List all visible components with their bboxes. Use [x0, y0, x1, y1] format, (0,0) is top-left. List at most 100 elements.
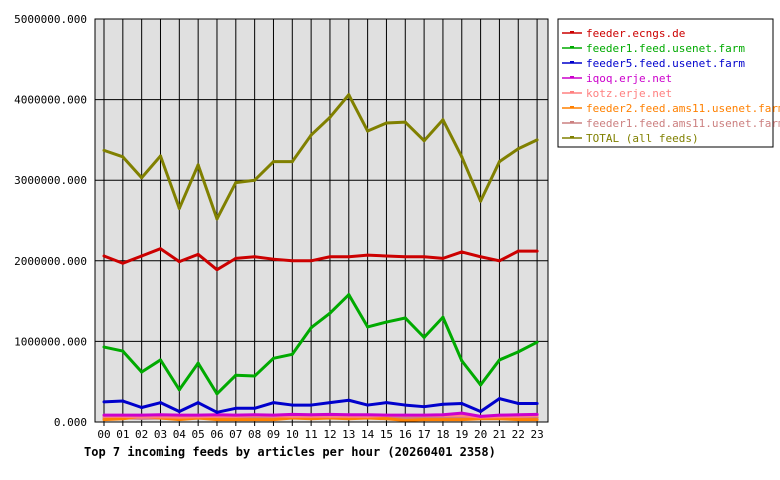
data-point — [196, 401, 200, 405]
data-point — [215, 410, 219, 414]
data-point — [290, 160, 294, 164]
data-point — [479, 383, 483, 387]
data-point — [535, 340, 539, 344]
data-point — [290, 403, 294, 407]
data-point — [497, 160, 501, 164]
data-point — [177, 260, 181, 264]
x-tick-label: 04 — [173, 428, 187, 441]
y-tick-label: 0.000 — [54, 416, 87, 429]
data-point — [309, 403, 313, 407]
data-point — [479, 414, 483, 418]
data-point — [384, 417, 388, 421]
x-tick-label: 18 — [436, 428, 449, 441]
data-point — [403, 403, 407, 407]
data-point — [422, 335, 426, 339]
data-point — [121, 417, 125, 421]
data-point — [253, 413, 257, 417]
data-point — [215, 418, 219, 422]
data-point — [366, 129, 370, 133]
data-point — [290, 352, 294, 356]
data-point — [271, 160, 275, 164]
data-point — [102, 148, 106, 152]
x-tick-label: 09 — [267, 428, 280, 441]
data-point — [196, 163, 200, 167]
data-point — [347, 417, 351, 421]
data-point — [535, 412, 539, 416]
legend-marker — [570, 31, 574, 33]
data-point — [271, 413, 275, 417]
data-point — [460, 414, 464, 418]
data-point — [535, 401, 539, 405]
data-point — [347, 413, 351, 417]
data-point — [121, 155, 125, 159]
data-point — [140, 413, 144, 417]
data-point — [516, 350, 520, 354]
data-point — [158, 247, 162, 251]
data-point — [328, 412, 332, 416]
legend-marker — [570, 121, 574, 123]
data-point — [516, 249, 520, 253]
data-point — [234, 413, 238, 417]
x-tick-label: 08 — [248, 428, 261, 441]
x-tick-label: 21 — [493, 428, 506, 441]
data-point — [535, 418, 539, 422]
data-point — [328, 311, 332, 315]
data-point — [177, 410, 181, 414]
data-point — [158, 413, 162, 417]
x-tick-label: 05 — [192, 428, 205, 441]
data-point — [140, 176, 144, 180]
data-point — [497, 358, 501, 362]
x-tick-label: 17 — [417, 428, 430, 441]
data-point — [309, 133, 313, 137]
series-lines — [102, 93, 539, 422]
data-point — [460, 359, 464, 363]
legend-item: TOTAL (all feeds) — [562, 132, 699, 145]
data-point — [366, 403, 370, 407]
x-tick-label: 10 — [286, 428, 299, 441]
data-point — [271, 401, 275, 405]
data-point — [102, 400, 106, 404]
y-tick-label: 4000000.000 — [14, 94, 87, 107]
data-point — [177, 388, 181, 392]
plot-border — [94, 18, 549, 423]
data-point — [328, 401, 332, 405]
data-point — [441, 418, 445, 422]
data-point — [422, 405, 426, 409]
data-point — [234, 418, 238, 422]
data-point — [422, 255, 426, 259]
legend-marker — [570, 46, 574, 48]
legend-item: feeder1.feed.ams11.usenet.farm — [562, 117, 780, 130]
x-tick-label: 15 — [380, 428, 393, 441]
data-point — [121, 349, 125, 353]
data-point — [215, 413, 219, 417]
legend-label: feeder1.feed.ams11.usenet.farm — [586, 117, 780, 130]
data-point — [460, 411, 464, 415]
data-point — [441, 413, 445, 417]
data-point — [441, 118, 445, 122]
legend-marker — [570, 136, 574, 138]
data-point — [121, 261, 125, 265]
data-point — [140, 254, 144, 258]
x-tick-label: 19 — [455, 428, 468, 441]
y-axis: 0.000 1000000.000 2000000.000 3000000.000 40… — [14, 13, 87, 429]
data-point — [347, 93, 351, 97]
y-tick-label: 5000000.000 — [14, 13, 87, 26]
legend-marker — [570, 61, 574, 63]
data-point — [215, 217, 219, 221]
data-point — [516, 401, 520, 405]
data-point — [177, 413, 181, 417]
legend-item: feeder2.feed.ams11.usenet.farm — [562, 102, 780, 115]
data-point — [384, 413, 388, 417]
data-point — [102, 418, 106, 422]
series-line — [104, 411, 538, 418]
data-point — [479, 255, 483, 259]
data-point — [422, 413, 426, 417]
x-tick-label: 00 — [97, 428, 110, 441]
data-point — [121, 413, 125, 417]
x-tick-label: 14 — [361, 428, 375, 441]
legend-item: iqoq.erje.net — [562, 72, 672, 85]
legend-marker — [570, 106, 574, 108]
legend-item: kotz.erje.net — [562, 87, 672, 100]
data-point — [460, 418, 464, 422]
data-point — [102, 345, 106, 349]
